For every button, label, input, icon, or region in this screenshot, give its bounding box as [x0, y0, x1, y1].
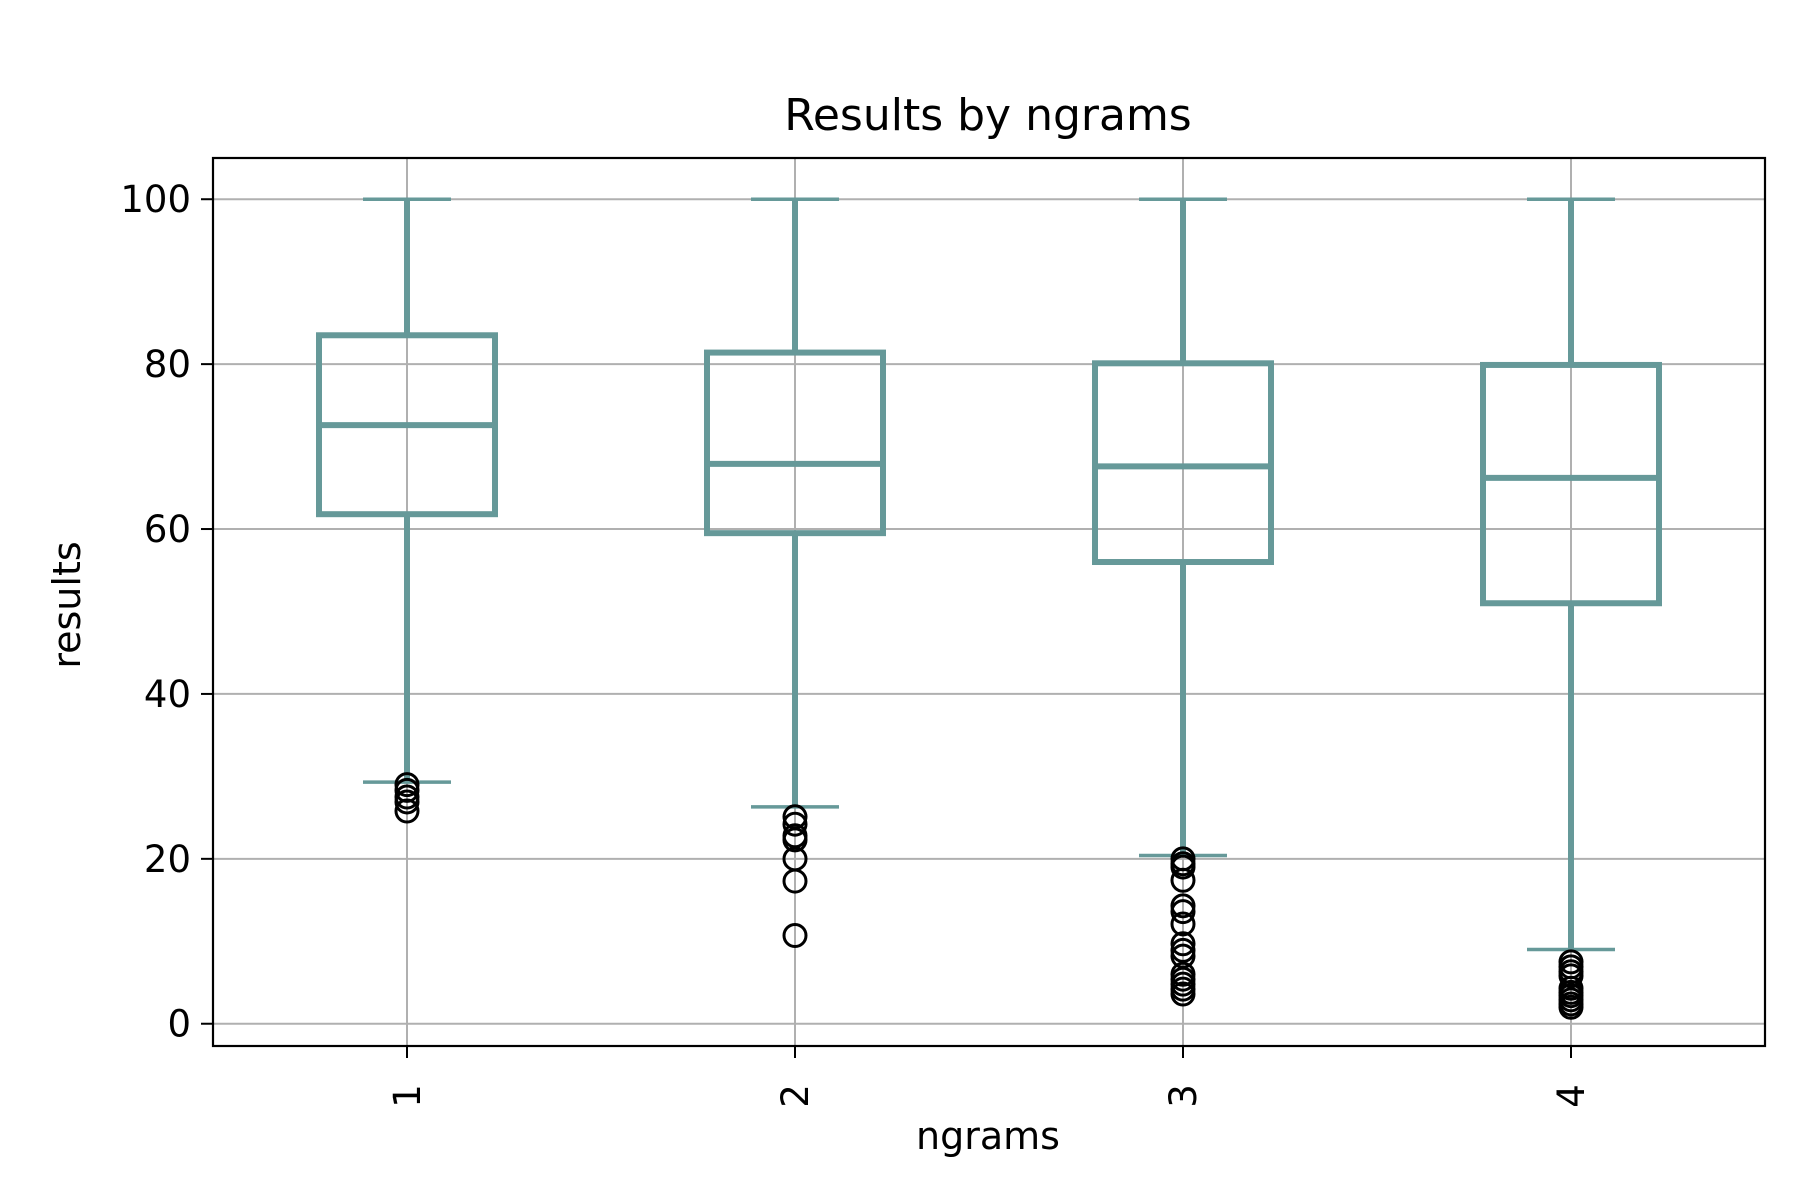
y-tick-label: 100 [120, 178, 191, 221]
x-tick-label: 3 [1162, 1084, 1205, 1108]
y-tick-label: 40 [144, 673, 191, 716]
outlier-point [1170, 911, 1196, 937]
iqr-box [704, 349, 886, 537]
outlier-point [394, 789, 420, 815]
outlier-point [782, 827, 808, 853]
iqr-box [1480, 361, 1662, 607]
box-series [316, 197, 1662, 952]
outlier-point [1558, 963, 1584, 989]
chart-title: Results by ngrams [784, 90, 1191, 141]
outlier-point [1170, 931, 1196, 957]
y-axis: 0 20 40 60 80 100 [120, 178, 213, 1046]
outlier-point [1170, 867, 1196, 893]
outlier-point [1170, 854, 1196, 880]
x-axis-label: ngrams [916, 1114, 1060, 1158]
x-tick-label: 2 [774, 1084, 817, 1108]
outlier-point [1558, 994, 1584, 1020]
x-tick-label: 1 [386, 1084, 429, 1108]
y-tick-label: 0 [167, 1003, 191, 1046]
outlier-point [782, 811, 808, 837]
box-2 [704, 197, 886, 809]
iqr-box [1092, 360, 1274, 566]
outlier-points [394, 772, 1584, 1020]
outlier-point [1170, 981, 1196, 1007]
y-tick-label: 60 [144, 508, 191, 551]
y-axis-label: results [45, 541, 89, 668]
x-tick-label: 4 [1550, 1084, 1593, 1108]
plot-area [211, 156, 1767, 1048]
outlier-point [394, 798, 420, 824]
x-axis: 1 2 3 4 [386, 1046, 1593, 1108]
outlier-point [782, 868, 808, 894]
outlier-point [1170, 899, 1196, 925]
y-tick-label: 20 [144, 838, 191, 881]
y-tick-label: 80 [144, 343, 191, 386]
box-1 [316, 197, 498, 784]
outlier-point [782, 923, 808, 949]
